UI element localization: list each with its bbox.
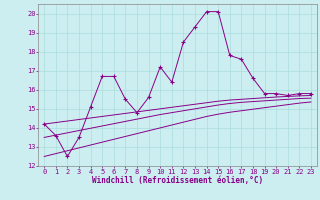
X-axis label: Windchill (Refroidissement éolien,°C): Windchill (Refroidissement éolien,°C): [92, 176, 263, 185]
